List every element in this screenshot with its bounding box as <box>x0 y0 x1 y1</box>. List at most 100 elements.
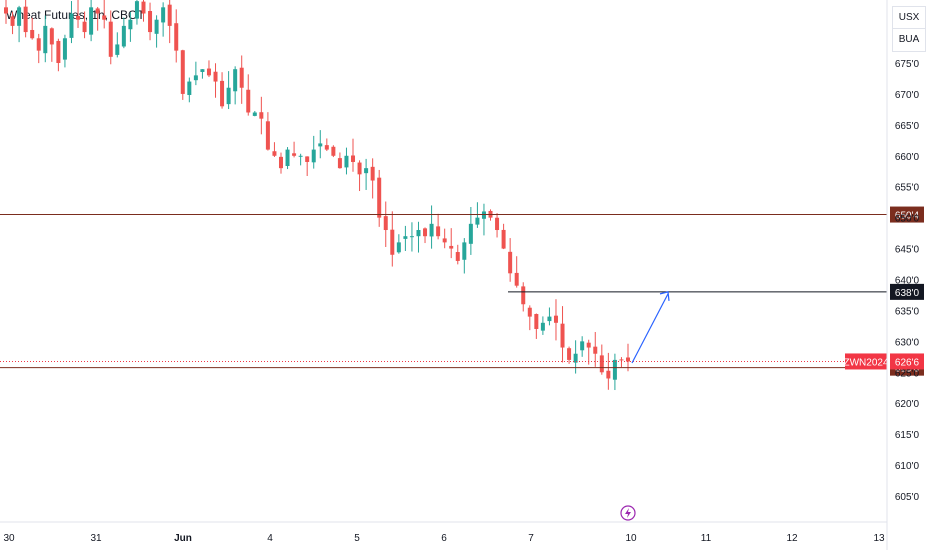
candle <box>62 34 67 68</box>
candle <box>383 201 388 247</box>
candle <box>206 60 211 78</box>
price-tick-label: 645'0 <box>895 245 920 256</box>
candle <box>449 228 454 259</box>
time-tick-label: 5 <box>354 533 360 544</box>
candle <box>226 71 231 110</box>
candle <box>501 223 506 250</box>
candle <box>272 142 277 157</box>
candle <box>305 156 310 177</box>
candle <box>462 238 467 274</box>
candle <box>56 38 61 72</box>
candle <box>285 147 290 170</box>
chart-title: Wheat Futures, 1h, CBOT <box>6 8 145 22</box>
candle <box>357 160 362 192</box>
candle <box>148 2 153 41</box>
price-tick-label: 630'0 <box>895 337 920 348</box>
candle <box>344 147 349 175</box>
candle <box>233 66 238 105</box>
candle <box>167 0 172 44</box>
candle <box>429 205 434 249</box>
candle <box>102 0 107 29</box>
candle <box>364 158 369 190</box>
candle <box>259 96 264 135</box>
price-tick-label: 615'0 <box>895 430 920 441</box>
candle <box>278 152 283 174</box>
candle <box>619 357 624 368</box>
time-axis: 30 31 Jun 4 5 6 7 10 11 12 13 <box>0 521 887 544</box>
candle <box>220 72 225 109</box>
candle <box>521 282 526 312</box>
candle <box>141 0 146 22</box>
arrow-head-icon <box>659 291 670 301</box>
candle <box>337 152 342 169</box>
price-tick-label: 605'0 <box>895 492 920 503</box>
time-tick-label: 6 <box>441 533 447 544</box>
time-tick-label: 12 <box>786 533 798 544</box>
candle <box>311 135 316 169</box>
time-tick-label: 7 <box>528 533 534 544</box>
candle <box>200 69 205 79</box>
chart-annotations <box>620 291 670 521</box>
candle <box>612 353 617 391</box>
candle <box>606 352 611 390</box>
candle <box>580 336 585 357</box>
candle <box>514 256 519 288</box>
candle <box>10 11 15 35</box>
candle <box>4 0 8 24</box>
candle <box>36 33 41 64</box>
candle <box>377 169 382 227</box>
candle <box>174 9 179 63</box>
candle <box>121 17 126 49</box>
volume-unit-button[interactable]: BUA <box>892 28 926 52</box>
candle <box>390 211 395 267</box>
candle <box>49 27 54 62</box>
price-tick-label: 650'0 <box>895 214 920 225</box>
candle <box>573 340 578 374</box>
projection-arrow <box>631 293 669 364</box>
candle <box>436 213 441 240</box>
candle <box>508 238 513 282</box>
time-tick-label: 11 <box>701 533 712 544</box>
candle <box>527 305 532 331</box>
candle <box>442 228 447 249</box>
candle <box>553 299 558 341</box>
candle <box>95 6 100 31</box>
price-tick-label: 640'0 <box>895 276 920 287</box>
time-tick-label: 31 <box>90 533 102 544</box>
symbol-label: ZWN2024 <box>843 357 888 368</box>
time-tick-label: 4 <box>267 533 273 544</box>
candle <box>567 346 572 364</box>
candle <box>593 331 598 367</box>
level-price-label: 650'4 <box>895 211 920 222</box>
candle <box>292 141 297 158</box>
candle <box>115 32 120 58</box>
candle <box>128 12 133 42</box>
level-price-label: 638'0 <box>895 288 920 299</box>
level-price-badge <box>890 283 924 300</box>
candle <box>481 203 486 236</box>
candle <box>213 63 218 98</box>
candle <box>495 213 500 238</box>
level-price-badge <box>890 206 924 223</box>
candle <box>534 313 539 339</box>
candle <box>540 316 545 335</box>
candle <box>626 343 630 372</box>
candle <box>134 0 139 25</box>
candle <box>23 0 28 38</box>
candle <box>455 244 460 265</box>
price-tick-label: 610'0 <box>895 461 920 472</box>
candle <box>403 225 408 251</box>
candle <box>69 1 74 44</box>
candle <box>76 0 81 28</box>
candle <box>82 11 87 39</box>
candle <box>547 307 552 326</box>
price-tick-label: 665'0 <box>895 121 920 132</box>
candle <box>239 55 244 104</box>
lightning-event-icon[interactable] <box>620 505 636 521</box>
candle <box>586 339 591 365</box>
candle <box>265 112 270 151</box>
candles <box>4 0 630 391</box>
price-tick-label: 670'0 <box>895 90 920 101</box>
